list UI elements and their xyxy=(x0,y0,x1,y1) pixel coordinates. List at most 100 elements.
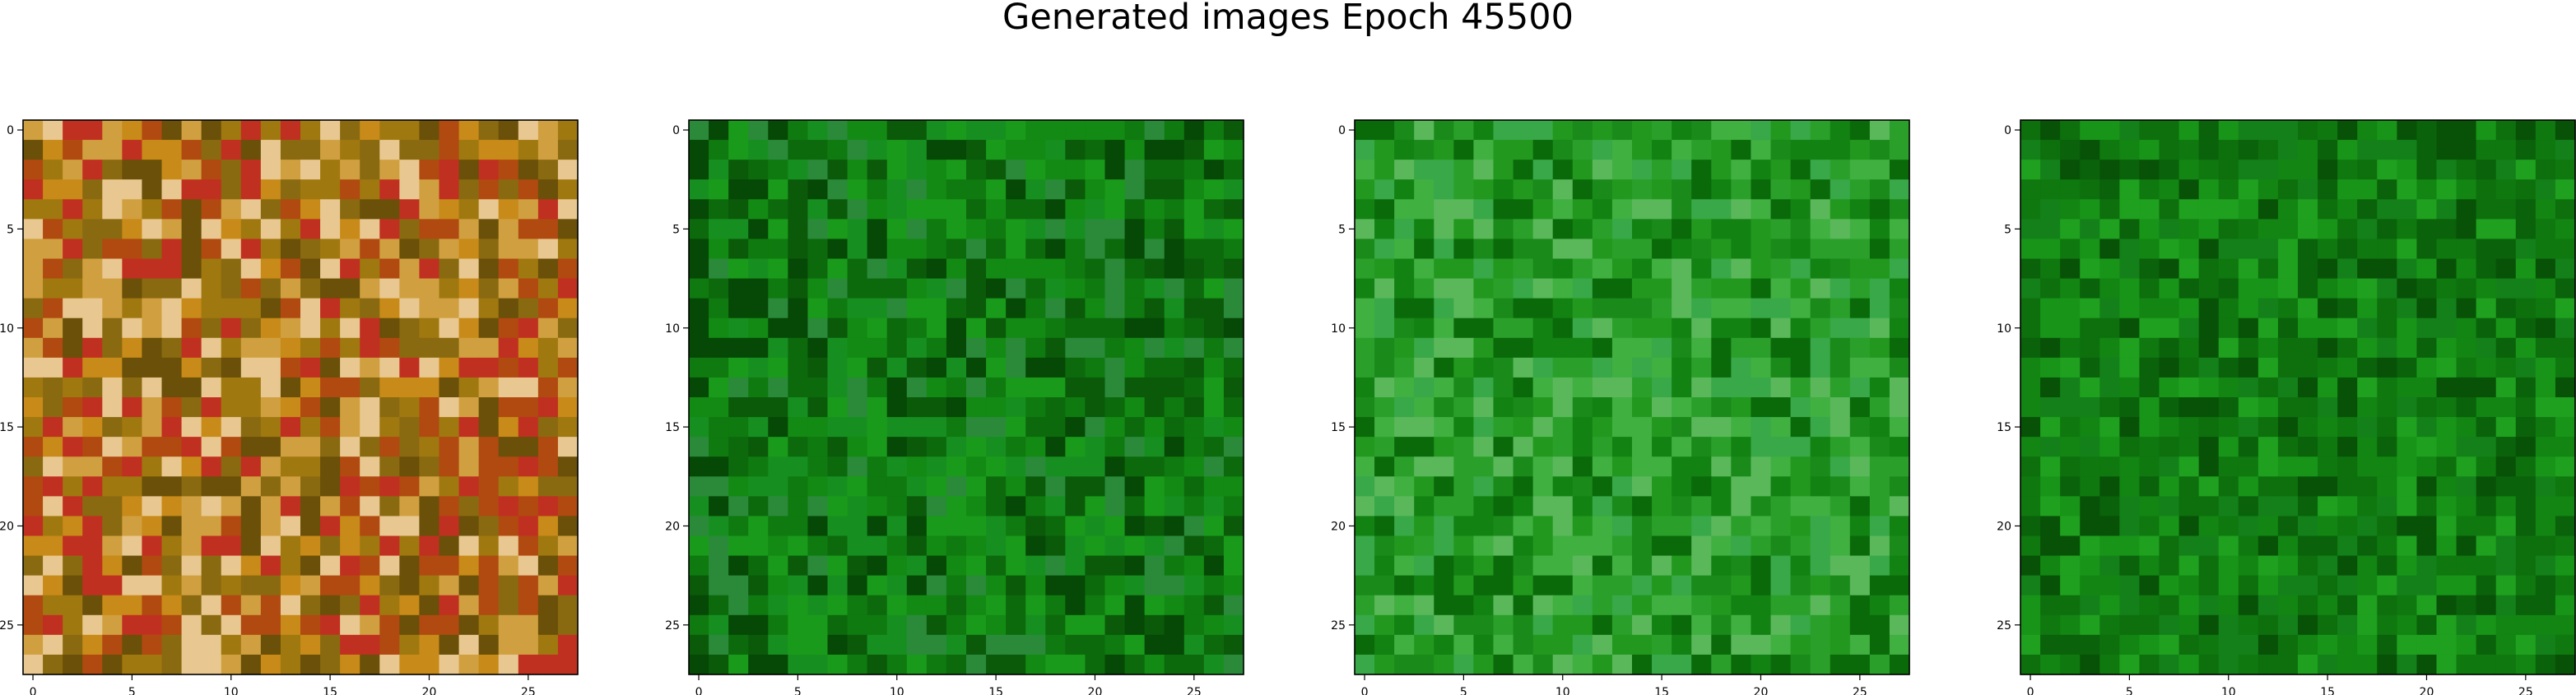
pixel-cell xyxy=(1552,357,1574,378)
pixel-cell xyxy=(360,239,380,260)
pixel-cell xyxy=(2318,337,2338,359)
pixel-cell xyxy=(1830,160,1851,180)
pixel-cell xyxy=(966,456,987,477)
pixel-cell xyxy=(1572,317,1593,339)
pixel-cell xyxy=(2436,317,2457,339)
pixel-cell xyxy=(1006,258,1026,280)
pixel-cell xyxy=(1065,120,1086,141)
pixel-cell xyxy=(1632,160,1653,180)
pixel-cell xyxy=(82,120,103,141)
pixel-cell xyxy=(1434,654,1454,675)
pixel-cell xyxy=(2139,456,2160,477)
pixel-cell xyxy=(43,179,63,200)
pixel-cell xyxy=(2080,437,2100,457)
pixel-cell xyxy=(419,437,440,457)
pixel-cell xyxy=(221,575,242,596)
pixel-cell xyxy=(1203,555,1225,577)
pixel-cell xyxy=(966,160,987,180)
pixel-cell xyxy=(2535,397,2556,418)
pixel-cell xyxy=(906,516,928,537)
pixel-cell xyxy=(478,476,500,497)
pixel-cell xyxy=(1611,575,1633,596)
pixel-cell xyxy=(2139,179,2160,200)
pixel-cell xyxy=(82,654,103,675)
pixel-cell xyxy=(82,535,103,557)
pixel-cell xyxy=(1790,437,1811,457)
pixel-cell xyxy=(827,535,849,557)
pixel-cell xyxy=(1183,614,1205,636)
pixel-cell xyxy=(2397,120,2418,141)
pixel-cell xyxy=(1006,575,1026,596)
pixel-cell xyxy=(1770,417,1792,438)
pixel-cell xyxy=(1374,634,1395,656)
pixel-cell xyxy=(886,140,908,160)
pixel-cell xyxy=(1770,476,1792,497)
pixel-cell xyxy=(1473,437,1495,457)
pixel-cell xyxy=(2436,437,2457,457)
pixel-cell xyxy=(768,476,788,497)
pixel-cell xyxy=(1434,555,1454,577)
pixel-cell xyxy=(122,357,143,378)
pixel-cell xyxy=(2357,535,2378,557)
pixel-cell xyxy=(1532,595,1554,616)
pixel-cell xyxy=(847,417,868,438)
pixel-cell xyxy=(2099,535,2120,557)
pixel-cell xyxy=(1751,298,1772,319)
pixel-cell xyxy=(2397,535,2418,557)
pixel-cell xyxy=(498,614,519,636)
pixel-cell xyxy=(82,140,103,160)
pixel-cell xyxy=(2535,140,2556,160)
pixel-cell xyxy=(1672,317,1692,339)
pixel-cell xyxy=(1849,595,1871,616)
pixel-cell xyxy=(1611,219,1633,240)
pixel-cell xyxy=(748,397,769,418)
pixel-cell xyxy=(1045,654,1066,675)
pixel-cell xyxy=(1085,120,1106,141)
pixel-cell xyxy=(2198,456,2220,477)
pixel-cell xyxy=(181,239,202,260)
pixel-cell xyxy=(728,160,749,180)
pixel-cell xyxy=(1493,219,1514,240)
pixel-cell xyxy=(2198,337,2220,359)
pixel-cell xyxy=(926,654,947,675)
pixel-cell xyxy=(2377,555,2397,577)
pixel-cell xyxy=(1006,199,1026,220)
pixel-cell xyxy=(2119,496,2141,517)
pixel-cell xyxy=(2119,397,2141,418)
pixel-cell xyxy=(122,199,143,220)
pixel-cell xyxy=(1434,120,1454,141)
pixel-cell xyxy=(2020,555,2041,577)
pixel-cell xyxy=(2495,278,2517,299)
pixel-cell xyxy=(2060,516,2081,537)
pixel-cell xyxy=(102,654,123,675)
pixel-cell xyxy=(1611,120,1633,141)
pixel-cell xyxy=(498,377,519,398)
pixel-cell xyxy=(1104,337,1126,359)
pixel-cell xyxy=(847,456,868,477)
pixel-cell xyxy=(43,417,63,438)
pixel-cell xyxy=(926,437,947,457)
pixel-cell xyxy=(2337,634,2358,656)
pixel-cell xyxy=(1532,239,1554,260)
pixel-cell xyxy=(1355,179,1375,200)
pixel-cell xyxy=(847,496,868,517)
pixel-cell xyxy=(2416,337,2438,359)
pixel-cell xyxy=(847,120,868,141)
pixel-cell xyxy=(2040,239,2061,260)
pixel-cell xyxy=(1889,317,1910,339)
pixel-cell xyxy=(1065,160,1086,180)
pixel-cell xyxy=(1104,258,1126,280)
pixel-cell xyxy=(1104,496,1126,517)
pixel-cell xyxy=(1672,437,1692,457)
pixel-cell xyxy=(2198,160,2220,180)
pixel-cell xyxy=(1849,298,1871,319)
pixel-cell xyxy=(986,456,1007,477)
pixel-cell xyxy=(1164,654,1185,675)
pixel-cell xyxy=(23,258,44,280)
y-tick-label: 0 xyxy=(672,124,680,137)
pixel-cell xyxy=(320,298,341,319)
pixel-cell xyxy=(1532,160,1554,180)
pixel-cell xyxy=(2555,377,2576,398)
pixel-cell xyxy=(1632,120,1653,141)
pixel-cell xyxy=(1592,357,1613,378)
